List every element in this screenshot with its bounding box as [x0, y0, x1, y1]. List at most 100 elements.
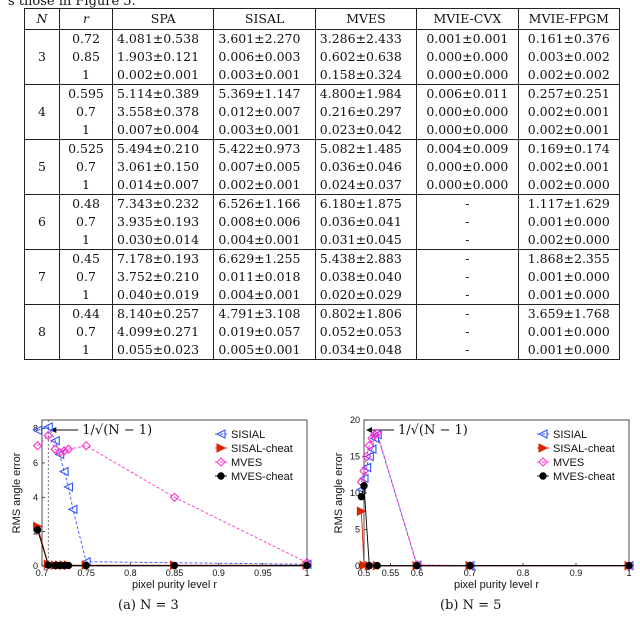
x-tick-label: 1 — [304, 568, 309, 578]
series-line-mves — [37, 434, 308, 563]
cell-value: 0.003±0.001 — [213, 121, 316, 140]
legend-marker — [216, 443, 227, 453]
cell-value: 4.081±0.538 — [111, 29, 215, 48]
y-tick-label: 0 — [33, 561, 38, 571]
cell-value: 0.024±0.037 — [314, 176, 418, 195]
cell-value: 3.659±1.768 — [517, 304, 621, 323]
cell-value: 0.002±0.001 — [517, 121, 621, 140]
cell-value: 5.082±1.485 — [314, 139, 418, 158]
data-point — [170, 561, 179, 570]
cell-value: 0.002±0.000 — [517, 176, 621, 195]
cell-value: 0.004±0.001 — [213, 286, 316, 305]
legend-marker — [538, 443, 549, 453]
cell-value: 0.000±0.000 — [416, 158, 519, 176]
legend-entry: SISAL-cheat — [553, 443, 615, 455]
cell-value: 6.180±1.875 — [314, 194, 418, 213]
cell-value: - — [416, 304, 519, 323]
table-row: 0.7 3.752±0.210 0.011±0.018 0.038±0.040-0.0… — [25, 268, 621, 286]
data-point — [360, 482, 368, 490]
cell-value: 0.000±0.000 — [416, 121, 519, 140]
cell-value: 0.031±0.045 — [314, 231, 418, 250]
cell-value: 3.601±2.270 — [213, 29, 316, 48]
cell-value: 0.001±0.000 — [517, 213, 621, 231]
y-tick-label: 10 — [350, 488, 360, 498]
cell-value: 0.014±0.007 — [111, 176, 215, 195]
legend-entry: SISIAL — [553, 429, 587, 441]
data-point — [63, 444, 74, 454]
data-point — [372, 428, 383, 438]
cell-n: 6 — [24, 194, 60, 250]
annotation-text: 1/√(N − 1) — [398, 423, 468, 438]
table-row: 7 0.45 7.178±0.193 6.629±1.255 5.438±2.883-1… — [24, 249, 621, 305]
cell-r: 1 — [59, 286, 113, 305]
header-mvie-cvx: MVIE-CVX — [416, 8, 519, 30]
data-point — [303, 561, 311, 570]
y-tick-label: 15 — [350, 452, 360, 462]
legend-entry: SISAL-cheat — [231, 443, 293, 455]
header-n: N — [24, 8, 60, 30]
table-row: 1 0.030±0.014 0.004±0.001 0.031±0.045-0.002… — [25, 231, 621, 250]
cell-value: 0.008±0.006 — [213, 213, 316, 231]
x-tick-label: 0.7 — [464, 568, 477, 578]
data-point — [67, 504, 78, 515]
cell-value: - — [416, 341, 519, 360]
header-sisal: SISAL — [213, 8, 316, 30]
cell-value: 0.000±0.000 — [416, 103, 519, 121]
table-row: 0.7 3.935±0.193 0.008±0.006 0.036±0.041-0.0… — [25, 213, 621, 231]
legend-entry: MVES-cheat — [231, 471, 293, 483]
data-point — [367, 433, 377, 444]
cell-value: 0.007±0.004 — [111, 121, 215, 140]
cell-value: 7.178±0.193 — [111, 249, 215, 268]
cell-r: 0.44 — [59, 304, 113, 323]
annotation-arrowhead — [50, 427, 57, 433]
cell-value: 0.001±0.000 — [517, 323, 621, 341]
data-point — [43, 430, 54, 441]
cell-r: 0.525 — [59, 139, 113, 158]
cell-r: 0.7 — [59, 213, 113, 231]
data-point — [359, 560, 370, 571]
data-point — [44, 561, 52, 569]
series-line-sisial — [37, 426, 308, 565]
data-point — [64, 561, 73, 570]
cell-value: - — [416, 194, 519, 213]
cell-value: 0.001±0.000 — [517, 286, 621, 305]
intro-text: s those in Figure 5. — [8, 0, 136, 9]
y-tick-label: 0 — [355, 561, 360, 571]
cell-value: 0.000±0.000 — [416, 176, 519, 195]
cell-value: 0.000±0.000 — [416, 48, 519, 66]
table-row: 6 0.48 7.343±0.232 6.526±1.166 6.180±1.875-1… — [24, 194, 621, 250]
cell-value: 8.140±0.257 — [111, 304, 215, 323]
data-point — [356, 506, 367, 517]
legend-entry: SISIAL — [231, 429, 265, 441]
header-mves: MVES — [314, 8, 418, 30]
cell-r: 0.7 — [59, 268, 113, 286]
cell-value: 4.791±3.108 — [213, 304, 316, 323]
cell-n: 8 — [24, 304, 60, 360]
cell-r: 0.72 — [59, 29, 113, 48]
data-point — [58, 466, 69, 477]
x-tick-label: 0.85 — [166, 568, 184, 578]
y-tick-label: 4 — [33, 492, 38, 502]
cell-r: 0.45 — [59, 249, 113, 268]
data-point — [33, 526, 42, 534]
table-row: 4 0.595 5.114±0.389 5.369±1.147 4.800±1.984 0… — [24, 84, 621, 140]
data-point — [359, 466, 369, 476]
cell-value: 1.868±2.355 — [517, 249, 621, 268]
cell-value: 7.343±0.232 — [111, 194, 215, 213]
cell-value: 0.002±0.001 — [517, 103, 621, 121]
cell-value: 0.040±0.019 — [111, 286, 215, 305]
cell-value: 0.000±0.000 — [416, 66, 519, 85]
table-row: 1 0.040±0.019 0.004±0.001 0.020±0.029-0.001… — [25, 286, 621, 305]
cell-value: 5.114±0.389 — [111, 84, 215, 103]
cell-n: 7 — [24, 249, 60, 305]
cell-value: 0.002±0.001 — [213, 176, 316, 195]
annotation-text: 1/√(N − 1) — [82, 423, 152, 438]
cell-value: 0.602±0.638 — [314, 48, 418, 66]
y-tick-label: 8 — [33, 424, 38, 434]
x-tick-label: 0.8 — [517, 568, 530, 578]
cell-value: 5.422±0.973 — [213, 139, 316, 158]
legend-marker — [217, 472, 225, 480]
data-point — [63, 482, 74, 492]
cell-r: 1 — [59, 231, 113, 250]
